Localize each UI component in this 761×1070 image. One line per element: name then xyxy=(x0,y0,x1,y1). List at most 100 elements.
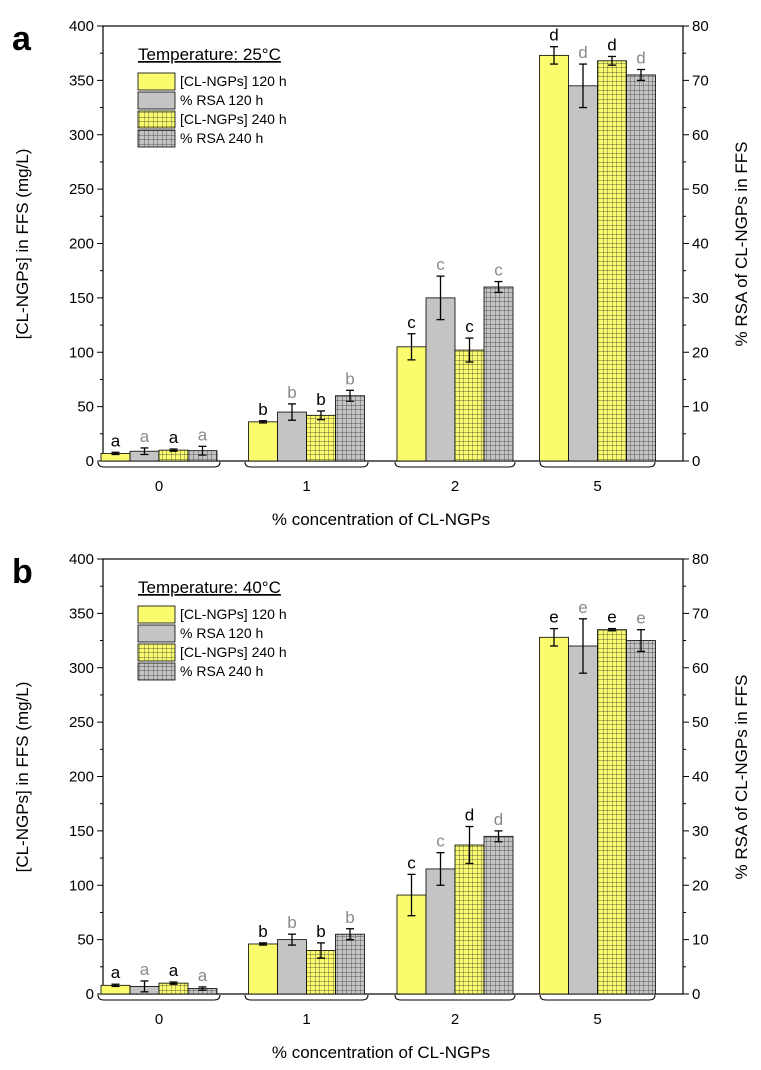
significance-letter: b xyxy=(258,922,267,941)
y-tick-label-right: 70 xyxy=(692,605,709,622)
x-tick-label: 1 xyxy=(302,1011,310,1028)
category-bracket xyxy=(244,994,369,1001)
category-bracket xyxy=(97,461,221,468)
plot-area: 0501001502002503003504000102030405060708… xyxy=(69,18,709,495)
category-bracket xyxy=(539,461,656,468)
significance-letter: c xyxy=(465,317,474,336)
significance-letter: a xyxy=(111,431,121,450)
y-tick-label-right: 40 xyxy=(692,769,709,786)
significance-letter: a xyxy=(140,960,150,979)
legend-label: % RSA 120 h xyxy=(180,625,263,641)
y-tick-label-right: 10 xyxy=(692,932,709,949)
bar xyxy=(626,74,656,462)
category-bracket xyxy=(394,461,516,468)
y-tick-label-left: 0 xyxy=(86,453,94,470)
y-tick-label-right: 70 xyxy=(692,72,709,89)
bar xyxy=(335,395,365,462)
legend-swatch xyxy=(137,662,176,681)
category-bracket xyxy=(97,994,221,1001)
bar xyxy=(539,636,569,995)
significance-letter: d xyxy=(636,49,645,68)
y-tick-label-right: 80 xyxy=(692,18,709,35)
significance-letter: d xyxy=(578,43,587,62)
significance-letter: b xyxy=(316,390,325,409)
y-tick-label-right: 40 xyxy=(692,236,709,253)
bar xyxy=(454,844,485,995)
bar xyxy=(483,286,514,462)
y-tick-label-right: 10 xyxy=(692,399,709,416)
plot-area: 0501001502002503003504000102030405060708… xyxy=(69,551,709,1028)
category-bracket xyxy=(244,461,369,468)
significance-letter: b xyxy=(345,908,354,927)
y-tick-label-left: 200 xyxy=(69,236,94,253)
significance-letter: e xyxy=(636,609,645,628)
bar xyxy=(597,629,627,995)
bar xyxy=(248,421,278,462)
bar xyxy=(626,640,656,995)
significance-letter: a xyxy=(198,425,208,444)
x-tick-label: 2 xyxy=(451,1011,459,1028)
x-tick-label: 0 xyxy=(155,1011,163,1028)
y-tick-label-left: 400 xyxy=(69,551,94,568)
bar xyxy=(396,346,427,462)
x-tick-label: 0 xyxy=(155,478,163,495)
significance-letter: d xyxy=(549,26,558,45)
y-axis-left-label: [CL-NGPs] in FFS (mg/L) xyxy=(13,682,32,873)
significance-letter: c xyxy=(494,261,503,280)
y-tick-label-left: 250 xyxy=(69,714,94,731)
y-tick-label-right: 0 xyxy=(692,986,700,1003)
legend-label: % RSA 240 h xyxy=(180,663,263,679)
y-tick-label-right: 50 xyxy=(692,714,709,731)
bar xyxy=(568,645,598,995)
y-tick-label-right: 30 xyxy=(692,290,709,307)
legend-swatch xyxy=(137,91,176,110)
legend-label: % RSA 120 h xyxy=(180,92,263,108)
y-tick-label-left: 200 xyxy=(69,769,94,786)
significance-letter: c xyxy=(407,313,416,332)
significance-letter: a xyxy=(111,963,121,982)
legend-title: Temperature: 40°C xyxy=(138,578,281,597)
bar xyxy=(568,85,598,462)
significance-letter: e xyxy=(607,608,616,627)
significance-letter: d xyxy=(465,806,474,825)
legend-swatch xyxy=(137,643,176,662)
significance-letter: a xyxy=(140,427,150,446)
significance-letter: a xyxy=(169,961,179,980)
significance-letter: c xyxy=(436,255,445,274)
legend-swatch xyxy=(137,129,176,148)
y-tick-label-right: 50 xyxy=(692,181,709,198)
y-axis-right-label: % RSA of CL-NGPs in FFS xyxy=(732,675,751,880)
y-tick-label-right: 60 xyxy=(692,660,709,677)
y-tick-label-left: 50 xyxy=(77,399,94,416)
bar xyxy=(454,349,485,462)
x-tick-label: 5 xyxy=(593,1011,601,1028)
panel-b: b [CL-NGPs] in FFS (mg/L) % RSA of CL-NG… xyxy=(12,551,751,1062)
y-tick-label-left: 100 xyxy=(69,344,94,361)
x-tick-label: 5 xyxy=(593,478,601,495)
panel-label: b xyxy=(12,553,33,591)
y-tick-label-left: 300 xyxy=(69,660,94,677)
bar xyxy=(425,297,456,462)
x-axis-label: % concentration of CL-NGPs xyxy=(272,510,490,529)
y-axis-left-label: [CL-NGPs] in FFS (mg/L) xyxy=(13,149,32,340)
y-tick-label-left: 100 xyxy=(69,877,94,894)
bar xyxy=(483,835,514,995)
legend-label: [CL-NGPs] 240 h xyxy=(180,644,287,660)
bar xyxy=(248,943,278,995)
y-tick-label-left: 350 xyxy=(69,72,94,89)
legend-label: [CL-NGPs] 120 h xyxy=(180,73,287,89)
legend-swatch xyxy=(137,624,176,643)
y-tick-label-left: 350 xyxy=(69,605,94,622)
bar xyxy=(597,60,627,462)
y-tick-label-right: 30 xyxy=(692,823,709,840)
y-tick-label-right: 20 xyxy=(692,344,709,361)
legend-label: [CL-NGPs] 240 h xyxy=(180,111,287,127)
y-axis-right-label: % RSA of CL-NGPs in FFS xyxy=(732,142,751,347)
significance-letter: b xyxy=(287,383,296,402)
legend: [CL-NGPs] 120 h % RSA 120 h [CL-NGPs] 24… xyxy=(137,72,287,148)
significance-letter: b xyxy=(287,913,296,932)
y-tick-label-left: 150 xyxy=(69,823,94,840)
category-bracket xyxy=(539,994,656,1001)
significance-letter: e xyxy=(549,608,558,627)
